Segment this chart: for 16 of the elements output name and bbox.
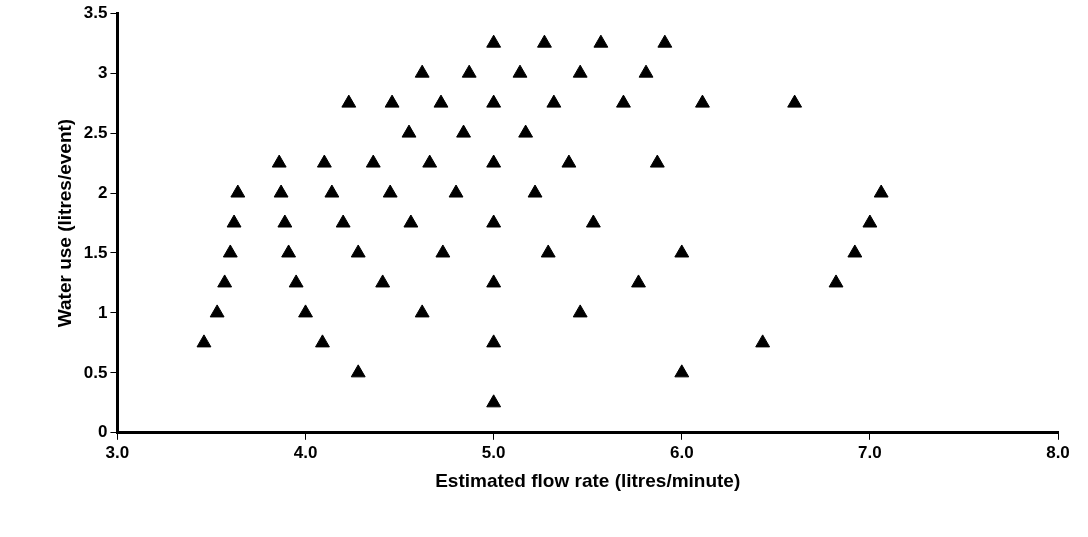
y-axis-title: Water use (litres/event) xyxy=(53,118,75,328)
y-tick-label: 1 xyxy=(97,302,108,322)
x-tick-label: 6.0 xyxy=(669,442,694,462)
y-tick-label: 2.5 xyxy=(83,122,108,142)
y-tick-label: 3.5 xyxy=(83,2,108,22)
x-tick-label: 4.0 xyxy=(293,442,318,462)
x-tick-label: 8.0 xyxy=(1046,442,1070,462)
x-tick-label: 5.0 xyxy=(481,442,506,462)
y-tick-label: 3 xyxy=(97,62,108,82)
y-tick-label: 1.5 xyxy=(83,242,108,262)
x-tick-label: 3.0 xyxy=(105,442,130,462)
x-tick-label: 7.0 xyxy=(858,442,882,462)
y-tick-label: 0.5 xyxy=(83,362,108,382)
y-tick-label: 0 xyxy=(97,422,108,442)
x-axis-title: Estimated flow rate (litres/minute) xyxy=(435,469,741,491)
y-tick-label: 2 xyxy=(97,182,108,202)
